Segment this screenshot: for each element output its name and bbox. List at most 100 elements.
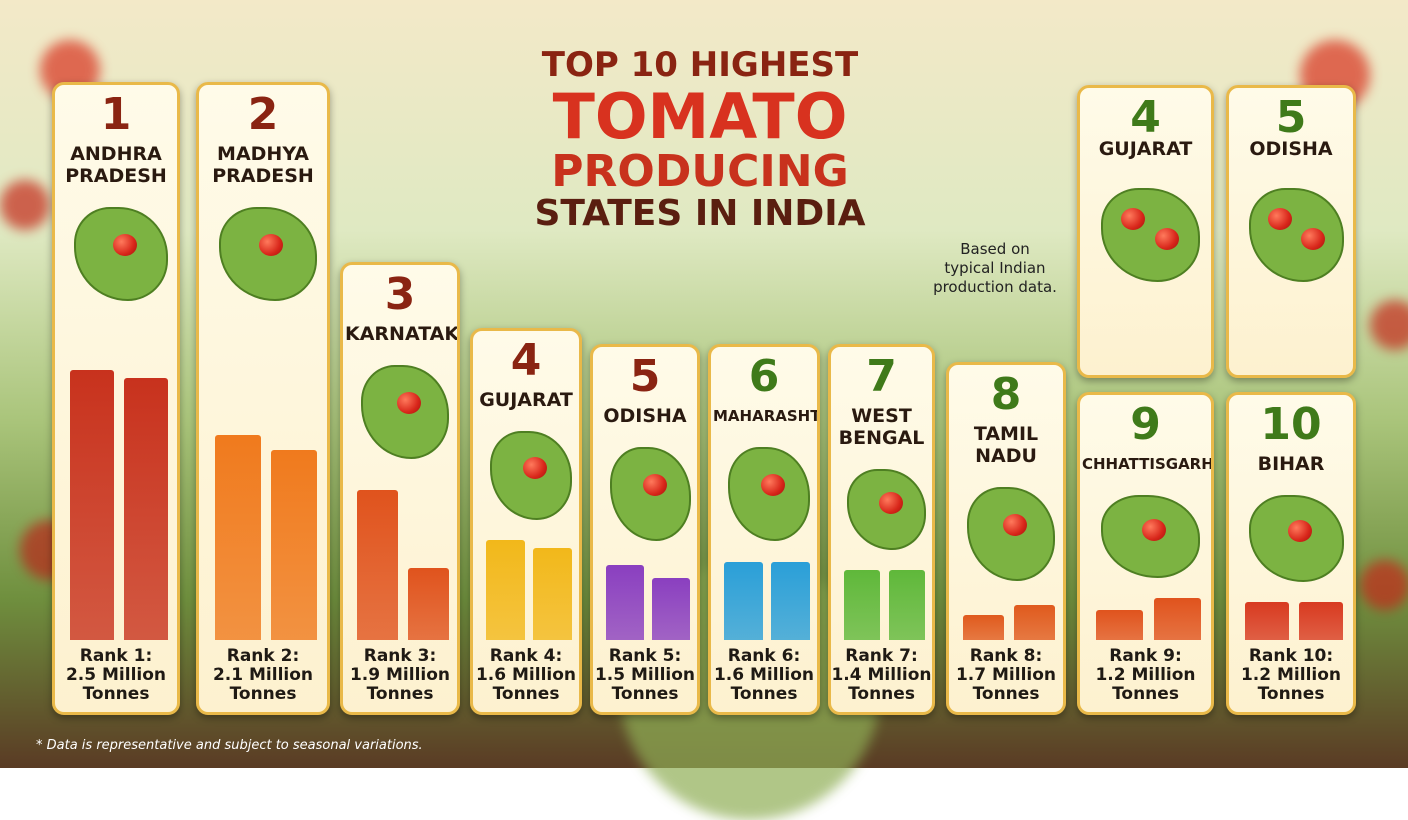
tomato [1268,208,1292,230]
decor-bar [1013,605,1055,640]
decor-bar [533,548,572,640]
tomato [112,234,137,256]
rank-number: 4 [510,335,542,386]
state-card: 8 TAMIL NADU Rank 8: 1.7 Million Tonnes [946,362,1066,715]
title: TOP 10 HIGHEST TOMATO PRODUCING STATES IN I… [460,47,940,234]
state-name: MAHARASHTRA [713,407,820,425]
state-name: WEST [851,405,912,427]
state-name: NADU [975,445,1037,467]
tomato [761,474,786,496]
rank-number: 10 [1260,399,1322,450]
state-card: 1 ANDHRA PRADESH Rank 1: 2.5 Million Tonnes [52,82,180,715]
caption: Rank 7: 1.4 Million Tonnes [831,647,932,704]
caption-line: Rank 10: [1248,646,1334,666]
caption-line: Rank 6: [727,646,801,666]
decor-bar [1153,598,1201,640]
state-map [1100,188,1201,282]
state-name: GUJARAT [479,389,573,411]
decor-bar [1299,602,1344,640]
caption-line: 1.6 Million [475,665,577,685]
decor-bar [486,540,525,640]
caption-line: Tonnes [972,684,1040,704]
tomato [642,474,667,496]
tomato [523,456,548,479]
caption: Rank 4: 1.6 Million Tonnes [473,647,579,704]
tomato [1141,518,1166,541]
tomato [259,234,284,256]
background-tomato [0,180,50,230]
annotation-line: production data. [933,278,1057,296]
state-name: ANDHRA [70,143,162,165]
caption: Rank 8: 1.7 Million Tonnes [949,647,1063,704]
caption: Rank 1: 2.5 Million Tonnes [55,647,177,704]
caption-line: Rank 8: [969,646,1043,666]
state-name: PRADESH [212,165,314,187]
caption-line: 1.4 Million [831,665,932,685]
decor-bar [771,562,810,640]
state-card: 2 MADHYA PRADESH Rank 2: 2.1 Million Tonnes [196,82,330,715]
tomato [1155,228,1180,250]
caption-line: 1.7 Million [955,665,1057,685]
caption: Rank 9: 1.2 Million Tonnes [1080,647,1211,704]
rank-number: 9 [1130,399,1161,450]
footnote: * Data is representative and subject to … [36,738,423,753]
caption-line: Tonnes [492,684,560,704]
annotation-line: typical Indian [944,259,1046,277]
state-name: KARNATAKA [345,323,460,345]
state-card: 7 WEST BENGAL Rank 7: 1.4 Million Tonnes [828,344,935,715]
caption-line: 2.1 Million [212,665,314,685]
caption-line: 1.9 Million [349,665,451,685]
tomato [1003,514,1027,536]
state-name: TAMIL [973,423,1039,445]
background-tomato [1370,300,1408,350]
caption-line: Tonnes [229,684,297,704]
state-card: 5 ODISHA Rank 5: 1.5 Million Tonnes [590,344,700,715]
state-name: GUJARAT [1098,138,1193,160]
caption-line: Tonnes [1112,684,1179,704]
caption-line: Rank 5: [608,646,682,666]
rank-number: 1 [100,89,132,140]
caption-line: Rank 1: [79,646,153,666]
tomato [1287,519,1312,542]
decor-bar [124,378,168,640]
caption-line: Tonnes [730,684,798,704]
caption-line: Tonnes [611,684,679,704]
tomato [397,392,421,414]
rank-number: 5 [1275,92,1307,143]
decor-bar [888,570,926,640]
state-name: MADHYA [217,143,309,165]
decor-bar [271,450,317,640]
decor-bar [963,615,1005,640]
state-map [489,431,573,520]
state-map [609,447,691,541]
decor-bar [843,570,881,640]
state-name: ODISHA [603,405,687,427]
state-name: ODISHA [1249,138,1333,160]
rank-number: 8 [990,369,1022,420]
state-card: 9 CHHATTISGARH Rank 9: 1.2 Million Tonnes [1077,392,1214,715]
rank-number: 3 [384,269,416,320]
state-name: BENGAL [838,427,925,449]
rank-number: 5 [629,351,661,402]
title-line: STATES IN INDIA [534,192,866,234]
title-line: TOMATO [552,79,848,153]
background-tomato [1360,560,1408,610]
caption: Rank 6: 1.6 Million Tonnes [711,647,817,704]
caption-line: 1.5 Million [594,665,696,685]
state-card: 4 GUJARAT Rank 4: 1.6 Million Tonnes [470,328,582,715]
caption-line: Rank 2: [226,646,300,666]
state-card: 10 BIHAR Rank 10: 1.2 Million Tonnes [1226,392,1356,715]
decor-bar [215,435,261,640]
caption: Rank 10: 1.2 Million Tonnes [1229,647,1353,704]
state-name: CHHATTISGARH [1082,455,1214,473]
caption-line: Tonnes [848,684,915,704]
caption: Rank 5: 1.5 Million Tonnes [593,647,697,704]
rank-number: 4 [1130,92,1161,143]
decor-bar [724,562,763,640]
caption-line: 1.2 Million [1240,665,1342,685]
caption-line: 2.5 Million [65,665,167,685]
tomato [879,492,904,515]
